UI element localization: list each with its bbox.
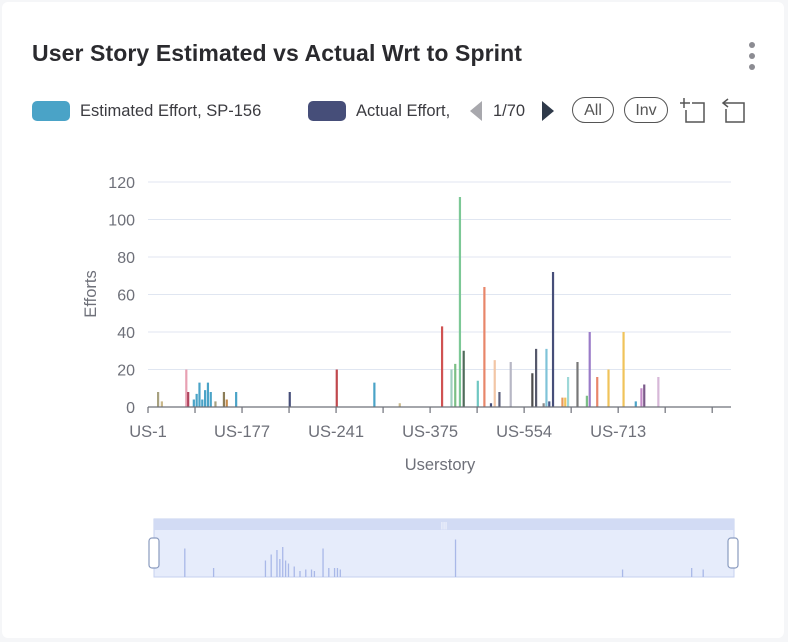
bar	[498, 392, 501, 407]
bar	[214, 401, 217, 407]
y-axis-ticks: 0 20 40 60 80 100 120	[108, 175, 135, 417]
x-axis: US-1 US-177 US-241 US-375 US-554 US-713	[129, 406, 731, 441]
legend-item-estimated[interactable]: Estimated Effort, SP-156	[32, 96, 297, 126]
bar-series	[157, 197, 660, 407]
legend-inverse-button[interactable]: Inv	[624, 97, 668, 123]
bar	[225, 399, 228, 407]
bar	[634, 401, 637, 407]
y-tick-label: 40	[117, 325, 135, 342]
bar	[657, 377, 660, 407]
bar	[398, 403, 401, 407]
bar	[288, 392, 291, 407]
bar	[204, 390, 207, 407]
y-tick-label: 0	[126, 400, 135, 417]
bar	[458, 197, 462, 407]
bar	[596, 377, 599, 407]
bar	[509, 362, 512, 407]
bar	[535, 348, 538, 407]
bar	[640, 388, 643, 407]
y-axis-title: Efforts	[82, 270, 100, 317]
legend-item-actual[interactable]: Actual Effort, SP-156	[308, 96, 454, 126]
zoom-handle-left[interactable]	[148, 537, 160, 569]
bar	[588, 332, 591, 407]
bar	[551, 272, 555, 407]
bar	[564, 397, 567, 407]
zoom-grip-icon[interactable]: |||	[441, 521, 447, 530]
bar	[576, 362, 579, 407]
bar	[548, 401, 551, 407]
y-tick-label: 120	[108, 175, 135, 192]
bar	[185, 369, 188, 407]
bar	[187, 392, 190, 407]
grid-lines	[148, 181, 731, 370]
legend-prev-page-icon[interactable]	[468, 96, 484, 126]
bar	[489, 403, 493, 407]
bar	[566, 377, 570, 407]
bar	[206, 382, 210, 407]
bar	[622, 332, 625, 407]
bar	[607, 369, 610, 407]
y-tick-label: 80	[117, 250, 135, 267]
bar	[561, 397, 564, 407]
bar	[192, 399, 195, 407]
bar	[531, 373, 534, 407]
rect-select-icon[interactable]	[680, 96, 708, 126]
chart-title: User Story Estimated vs Actual Wrt to Sp…	[32, 40, 523, 66]
legend-page-indicator: 1/70	[493, 102, 526, 120]
data-zoom[interactable]: |||	[148, 518, 739, 578]
bar	[462, 350, 465, 407]
bar	[222, 392, 226, 407]
x-tick-label: US-554	[496, 423, 552, 441]
kebab-menu-icon[interactable]	[746, 42, 758, 70]
x-tick-label: US-1	[129, 423, 167, 441]
bar	[157, 392, 160, 407]
legend-label-actual: Actual Effort, SP-156	[356, 101, 454, 120]
legend-next-page-icon[interactable]	[540, 96, 556, 126]
bar	[476, 380, 479, 407]
x-tick-label: US-713	[590, 423, 646, 441]
zoom-top-bar[interactable]	[154, 519, 734, 530]
bar	[643, 384, 646, 407]
bar	[198, 382, 201, 407]
legend-swatch-estimated	[32, 101, 70, 121]
y-tick-label: 60	[117, 288, 135, 305]
zoom-overview-bars	[184, 539, 704, 577]
bar	[483, 287, 486, 407]
legend-select-all-button[interactable]: All	[572, 97, 614, 123]
bar	[209, 392, 212, 407]
bar	[373, 382, 376, 407]
bar	[235, 392, 238, 407]
y-tick-label: 20	[117, 363, 135, 380]
bar	[335, 369, 338, 407]
bar	[195, 393, 198, 407]
bar	[585, 395, 588, 407]
legend-label-estimated: Estimated Effort, SP-156	[80, 101, 262, 120]
x-tick-label: US-177	[214, 423, 270, 441]
y-tick-label: 100	[108, 213, 135, 230]
bar	[450, 369, 453, 407]
x-tick-label: US-241	[308, 423, 364, 441]
bar	[201, 399, 204, 407]
bar	[493, 360, 496, 407]
legend-swatch-actual	[308, 101, 346, 121]
rect-undo-icon[interactable]	[720, 96, 748, 126]
zoom-handle-right[interactable]	[727, 537, 739, 569]
bar	[542, 403, 545, 407]
x-axis-title: Userstory	[405, 456, 476, 474]
bar	[454, 363, 457, 407]
bar	[545, 348, 548, 407]
chart-legend: Estimated Effort, SP-156 Actual Effort, …	[32, 96, 772, 126]
bar	[440, 326, 444, 407]
bar	[160, 401, 163, 407]
x-tick-label: US-375	[402, 423, 458, 441]
